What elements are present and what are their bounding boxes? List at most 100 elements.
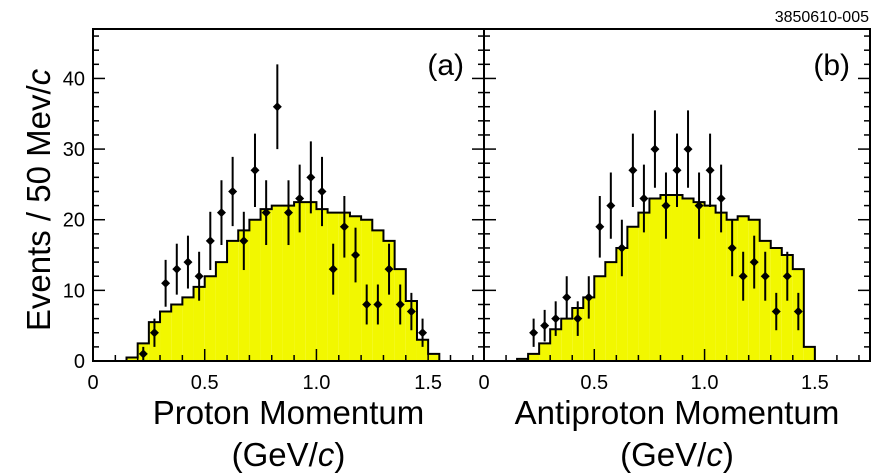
histogram-bar <box>294 202 306 361</box>
histogram-bar <box>594 276 606 361</box>
histogram-bar <box>282 205 295 361</box>
y-axis-title: Events / 50 Mev/c <box>20 68 57 331</box>
histogram-bar <box>338 212 350 361</box>
data-point <box>138 349 148 359</box>
panel-a: 0 0.5 1.0 1.5 0 10 20 30 40 (a) Proton Momentum (Ge… <box>63 28 485 473</box>
data-point <box>793 307 803 317</box>
data-point <box>295 194 305 204</box>
data-point <box>727 243 737 253</box>
y-tick-label: 10 <box>63 280 85 302</box>
histogram-bar <box>781 255 793 361</box>
x-axis-title: Antiproton Momentum <box>515 394 840 431</box>
data-point <box>716 194 726 204</box>
histogram-bar <box>416 339 429 361</box>
data-point <box>239 236 249 246</box>
x-tick-label: 1.0 <box>691 372 719 394</box>
x-axis-unit-italic: c <box>318 436 335 473</box>
histogram-bar <box>305 202 317 361</box>
histogram-bar <box>693 202 705 361</box>
histogram-bar <box>428 353 440 361</box>
panel-b: 0 0.5 1.0 1.5 (b) Antiproton Momentum (GeV/c) <box>478 28 871 473</box>
data-point <box>782 271 792 281</box>
data-point <box>216 208 226 218</box>
histogram-bar <box>204 276 216 361</box>
data-point <box>771 307 781 317</box>
data-point <box>172 264 182 274</box>
data-point <box>672 165 682 175</box>
data-point <box>705 165 715 175</box>
histogram-bar <box>383 240 395 361</box>
histogram-bar <box>671 195 683 361</box>
data-point <box>573 314 583 324</box>
data-point <box>529 328 539 338</box>
x-axis-unit-close: ) <box>334 436 345 473</box>
histogram-bar <box>405 300 417 361</box>
data-point <box>683 144 693 154</box>
data-point <box>306 172 316 182</box>
data-point <box>261 208 271 218</box>
data-point <box>328 264 338 274</box>
data-point <box>284 208 293 218</box>
histogram-bar <box>715 212 727 361</box>
figure-id: 3850610-005 <box>775 9 869 26</box>
data-point <box>584 292 594 302</box>
histogram-bar <box>249 219 261 361</box>
data-point <box>384 264 394 274</box>
data-point <box>406 307 416 317</box>
panel-label: (b) <box>813 49 850 82</box>
histogram-bar <box>682 198 694 361</box>
y-tick-label: 0 <box>74 351 85 373</box>
y-tick-label: 30 <box>63 139 85 161</box>
x-tick-label: 1.5 <box>801 372 829 394</box>
data-point <box>540 321 550 331</box>
data-point <box>228 186 238 196</box>
histogram-bar <box>616 247 628 361</box>
histogram-bar <box>126 357 138 361</box>
x-tick-label: 0 <box>87 372 98 394</box>
histogram-bar <box>182 297 194 361</box>
data-point <box>183 257 193 267</box>
data-point <box>250 165 260 175</box>
x-axis-unit-italic: c <box>706 436 723 473</box>
data-point <box>339 222 349 232</box>
histogram-bar <box>605 262 617 361</box>
histogram-outline <box>516 194 816 361</box>
y-axis-title-main: Events / 50 Mev/ <box>20 85 57 332</box>
x-tick-label: 0 <box>478 372 489 394</box>
histogram-outline <box>125 201 441 361</box>
histogram-bar <box>539 343 551 361</box>
y-tick-label: 20 <box>63 210 85 232</box>
histogram-bar <box>583 297 595 361</box>
histogram-bar <box>160 311 172 361</box>
data-point <box>738 271 748 281</box>
histogram-bar <box>171 304 183 361</box>
histogram-bar <box>238 230 250 361</box>
data-point <box>628 165 638 175</box>
histogram-bar <box>316 209 328 361</box>
x-tick-label: 0.5 <box>191 372 219 394</box>
data-point <box>617 243 627 253</box>
data-point <box>205 236 215 246</box>
histogram-bar <box>704 205 716 361</box>
histogram-bar <box>561 318 573 361</box>
data-point <box>639 194 649 204</box>
x-axis-unit-text: (GeV/ <box>232 436 319 473</box>
plot-frame <box>483 28 871 362</box>
histogram-bar <box>649 198 661 361</box>
histogram-bar <box>528 353 540 361</box>
histogram-bar <box>550 329 562 361</box>
histogram-bar <box>627 226 639 361</box>
histogram-bar <box>803 346 815 361</box>
histogram-bar <box>726 219 738 361</box>
histogram-bar <box>215 262 228 361</box>
data-point <box>194 271 204 281</box>
x-tick-label: 1.0 <box>303 372 331 394</box>
histogram-bar <box>660 195 672 361</box>
data-point <box>149 328 159 338</box>
data-point <box>551 314 561 324</box>
y-tick-label: 40 <box>63 68 85 90</box>
x-tick-label: 1.5 <box>414 372 442 394</box>
histogram-bar <box>349 216 362 361</box>
data-point <box>418 328 428 338</box>
